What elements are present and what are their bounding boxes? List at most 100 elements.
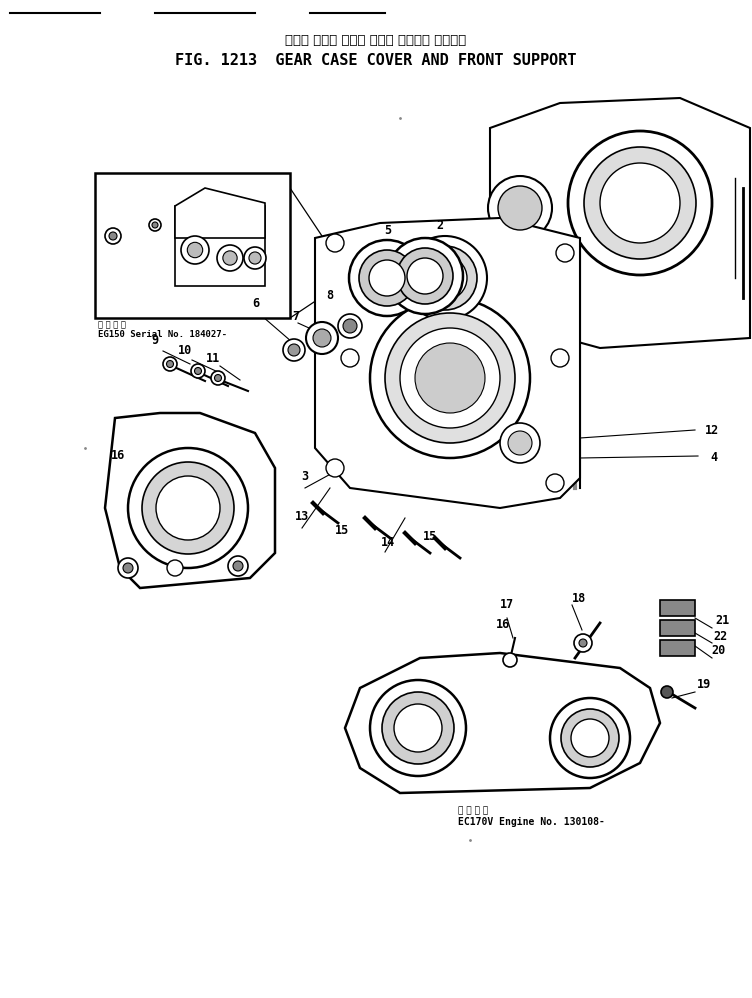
Text: 17: 17 (500, 599, 514, 612)
Circle shape (167, 560, 183, 576)
Circle shape (283, 339, 305, 361)
Circle shape (109, 232, 117, 240)
Polygon shape (315, 218, 580, 508)
Circle shape (500, 423, 540, 463)
Circle shape (579, 639, 587, 647)
Circle shape (306, 322, 338, 354)
Text: 16: 16 (496, 618, 510, 631)
Circle shape (488, 176, 552, 240)
Circle shape (249, 251, 261, 264)
Text: 15: 15 (423, 531, 437, 544)
Circle shape (326, 234, 344, 252)
Circle shape (163, 357, 177, 371)
Text: 14: 14 (381, 536, 395, 549)
Text: 9: 9 (151, 333, 159, 346)
Circle shape (400, 328, 500, 428)
Text: 2: 2 (436, 219, 444, 232)
Bar (660, 640, 695, 656)
Circle shape (195, 367, 202, 374)
Text: FIG. 1213  GEAR CASE COVER AND FRONT SUPPORT: FIG. 1213 GEAR CASE COVER AND FRONT SUPP… (175, 53, 577, 68)
Circle shape (370, 298, 530, 458)
Circle shape (214, 374, 222, 381)
Circle shape (123, 563, 133, 573)
Circle shape (551, 349, 569, 367)
Text: 4: 4 (711, 450, 717, 463)
Polygon shape (105, 413, 275, 588)
Circle shape (118, 558, 138, 578)
Circle shape (313, 329, 331, 347)
Circle shape (181, 236, 209, 264)
Circle shape (584, 147, 696, 259)
Circle shape (413, 246, 477, 310)
Circle shape (387, 238, 463, 314)
Circle shape (233, 561, 243, 571)
Text: 19: 19 (697, 679, 711, 692)
Circle shape (568, 131, 712, 275)
Text: 23: 23 (223, 177, 238, 190)
Circle shape (661, 686, 673, 698)
Circle shape (217, 245, 243, 271)
Circle shape (187, 243, 203, 257)
Circle shape (498, 186, 542, 230)
Text: 18: 18 (572, 592, 586, 605)
Polygon shape (175, 188, 265, 238)
Text: 21: 21 (715, 614, 729, 627)
Circle shape (166, 360, 174, 367)
Text: 15: 15 (335, 524, 349, 537)
Circle shape (142, 462, 234, 554)
Circle shape (341, 349, 359, 367)
Circle shape (403, 236, 487, 320)
Text: 11: 11 (206, 351, 220, 364)
Text: 10: 10 (178, 343, 192, 356)
Circle shape (561, 709, 619, 767)
Circle shape (369, 260, 405, 296)
Circle shape (128, 448, 248, 568)
Circle shape (423, 256, 467, 300)
Circle shape (244, 247, 266, 269)
Circle shape (546, 474, 564, 492)
Circle shape (574, 634, 592, 652)
Circle shape (343, 319, 357, 333)
Text: 24: 24 (102, 227, 117, 240)
Circle shape (571, 719, 609, 757)
Text: EC170V Engine No. 130108-: EC170V Engine No. 130108- (458, 817, 605, 827)
Text: 7: 7 (293, 309, 299, 322)
Text: 6: 6 (253, 296, 259, 309)
Polygon shape (490, 98, 750, 348)
Circle shape (385, 313, 515, 443)
Text: 適 用 車 種: 適 用 車 種 (98, 320, 126, 329)
Circle shape (503, 653, 517, 667)
Text: 5: 5 (384, 224, 392, 237)
Circle shape (550, 698, 630, 778)
Circle shape (600, 163, 680, 243)
Text: 20: 20 (711, 644, 725, 657)
Circle shape (191, 364, 205, 378)
Circle shape (211, 371, 225, 385)
Circle shape (156, 476, 220, 540)
Bar (660, 620, 695, 636)
Circle shape (508, 431, 532, 455)
Circle shape (288, 344, 300, 356)
Circle shape (359, 250, 415, 306)
Circle shape (407, 258, 443, 294)
Text: 適 用 車 種: 適 用 車 種 (458, 806, 488, 815)
Polygon shape (345, 653, 660, 793)
Text: 13: 13 (295, 510, 309, 523)
Bar (175, 206, 265, 286)
Text: 8: 8 (326, 288, 334, 301)
Circle shape (326, 459, 344, 477)
Bar (660, 600, 695, 616)
Circle shape (370, 680, 466, 776)
Circle shape (382, 692, 454, 764)
Circle shape (415, 343, 485, 413)
Circle shape (152, 222, 158, 228)
Text: EG150 Serial No. 184027-: EG150 Serial No. 184027- (98, 330, 227, 339)
Text: 12: 12 (705, 423, 719, 436)
Circle shape (394, 704, 442, 752)
Text: 16: 16 (111, 448, 125, 461)
Circle shape (228, 556, 248, 576)
Text: 3: 3 (302, 469, 308, 482)
Bar (95, 173, 290, 318)
Circle shape (223, 250, 237, 265)
Circle shape (105, 228, 121, 244)
